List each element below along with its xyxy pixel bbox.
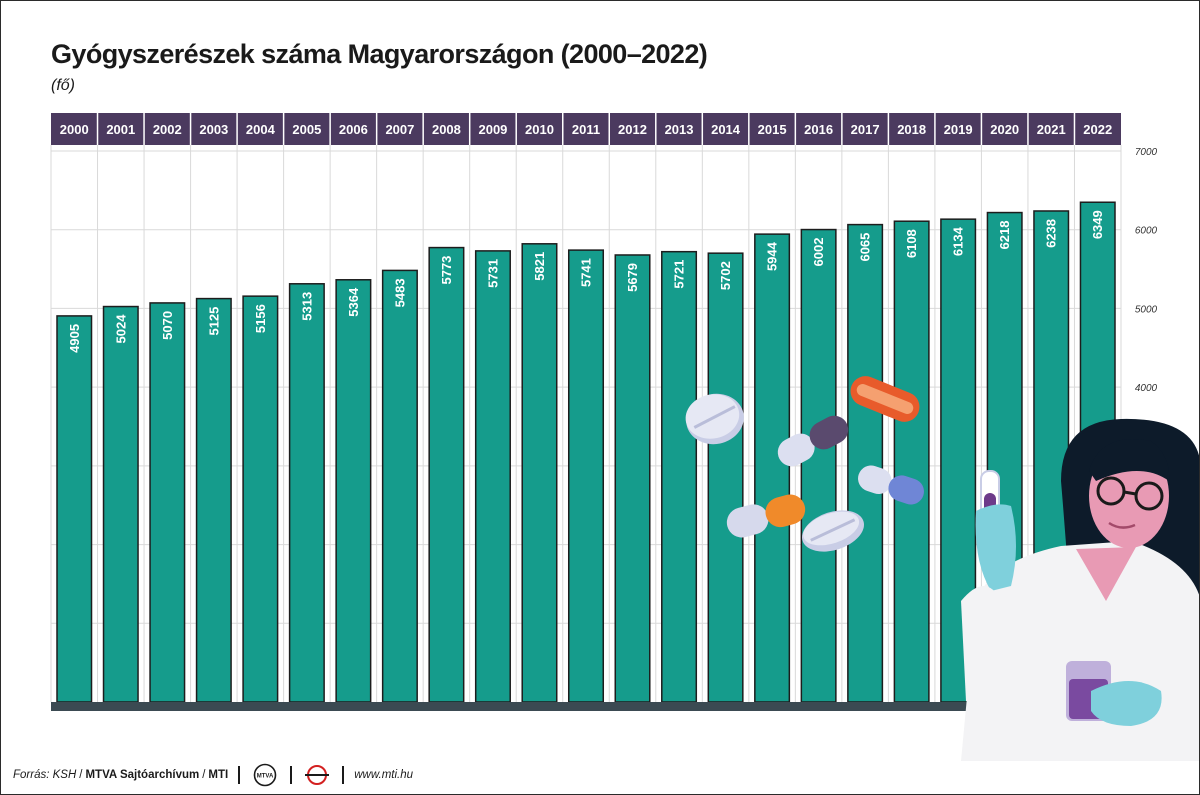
- bar: [102, 305, 139, 703]
- y-tick-label: 6000: [1135, 226, 1158, 237]
- bar-value-label: 6349: [1090, 210, 1105, 239]
- y-tick-label: 5000: [1135, 304, 1158, 315]
- bar: [381, 269, 418, 703]
- capsule-icon: [858, 465, 924, 505]
- bar-value-label: 5024: [113, 314, 128, 344]
- bar: [428, 246, 465, 703]
- year-label: 2007: [385, 122, 414, 137]
- website-label: www.mti.hu: [354, 769, 414, 781]
- year-label: 2020: [990, 122, 1019, 137]
- year-label: 2010: [525, 122, 554, 137]
- mtva-logo-text: MTVA: [257, 774, 274, 780]
- footer-divider: [238, 766, 241, 784]
- year-label: 2015: [758, 122, 787, 137]
- year-label: 2018: [897, 122, 926, 137]
- bar-value-label: 5741: [579, 258, 594, 287]
- bar: [567, 249, 605, 703]
- bar-value-label: 6108: [904, 229, 919, 258]
- bar: [800, 228, 837, 703]
- bar-value-label: 5773: [439, 256, 454, 285]
- y-axis-ticks: 4000 5000 6000 7000: [1135, 147, 1158, 394]
- footer: Forrás: KSH / MTVA Sajtóarchívum / MTI M…: [13, 763, 413, 787]
- unit-label: (fő): [51, 77, 75, 94]
- bar-chart: 2000 2001 2002 2003 2004 2005 2006 2007 2008 2009…: [50, 113, 1199, 761]
- bar-value-label: 6002: [811, 238, 826, 267]
- bar-value-label: 5070: [160, 311, 175, 340]
- year-label: 2021: [1037, 122, 1066, 137]
- y-tick-label: 4000: [1135, 383, 1158, 394]
- bar-value-label: 6218: [997, 221, 1012, 250]
- year-label: 2011: [572, 122, 600, 137]
- chart-title: Gyógyszerészek száma Magyarországon (200…: [51, 39, 708, 69]
- source-label: Forrás: KSH: [13, 769, 77, 781]
- footer-divider: [342, 766, 345, 784]
- bar-value-label: 5721: [672, 260, 687, 289]
- bar-value-label: 5156: [253, 304, 268, 333]
- bar-value-label: 5313: [299, 292, 314, 321]
- bar-value-label: 5125: [206, 307, 221, 336]
- y-tick-label: 7000: [1135, 147, 1158, 158]
- bar-value-label: 6065: [858, 233, 873, 262]
- year-label: 2002: [153, 122, 182, 137]
- bar: [242, 295, 279, 703]
- bar-value-label: 5483: [392, 278, 407, 307]
- year-label: 2008: [432, 122, 461, 137]
- year-header-band: [51, 113, 1121, 145]
- year-label: 2001: [106, 122, 135, 137]
- bar-value-label: 6134: [951, 226, 966, 256]
- baseline: [51, 702, 1121, 711]
- bar-value-label: 5364: [346, 287, 361, 317]
- bar-value-label: 6238: [1044, 219, 1059, 248]
- year-label: 2009: [478, 122, 507, 137]
- bar: [56, 315, 93, 703]
- year-label: 2017: [851, 122, 880, 137]
- year-label: 2005: [292, 122, 321, 137]
- year-header: 2000 2001 2002 2003 2004 2005 2006 2007 2008 2009…: [51, 113, 1121, 145]
- bar-value-label: 5944: [765, 241, 780, 271]
- bar: [288, 283, 325, 703]
- year-label: 2019: [944, 122, 973, 137]
- year-label: 2022: [1083, 122, 1112, 137]
- bar: [893, 220, 930, 703]
- mti-logo-icon: [305, 765, 330, 785]
- year-label: 2000: [60, 122, 89, 137]
- mtva-logo-icon: MTVA: [253, 763, 277, 787]
- bar-value-label: 5679: [625, 263, 640, 292]
- bar: [614, 254, 651, 703]
- pill-illustration: [685, 376, 924, 552]
- capsule-icon: [726, 494, 806, 538]
- agency-label: MTI: [208, 769, 229, 781]
- year-label: 2003: [199, 122, 228, 137]
- bars: 4905 5024 5070 5125 5156 5313 5364 5483 5773 5731…: [56, 201, 1116, 703]
- pharmacist-illustration: [961, 418, 1199, 761]
- bar: [661, 250, 698, 703]
- archive-label: MTVA Sajtóarchívum: [85, 769, 200, 781]
- bar-value-label: 5731: [485, 259, 500, 288]
- year-label: 2016: [804, 122, 833, 137]
- bar: [847, 223, 884, 703]
- bar: [754, 233, 791, 703]
- bar: [335, 279, 372, 703]
- bar-value-label: 4905: [67, 324, 82, 353]
- year-label: 2012: [618, 122, 647, 137]
- capsule-icon: [777, 415, 849, 467]
- bar: [474, 250, 511, 703]
- bar-value-label: 5702: [718, 261, 733, 290]
- capsule-icon: [850, 376, 920, 422]
- bar: [707, 252, 744, 703]
- year-label: 2014: [711, 122, 741, 137]
- source-slash: /: [202, 769, 206, 781]
- round-tablet-icon: [685, 393, 744, 445]
- bar: [149, 302, 186, 703]
- year-label: 2013: [665, 122, 694, 137]
- round-tablet-icon: [802, 510, 864, 552]
- year-label: 2006: [339, 122, 368, 137]
- bar: [521, 243, 558, 703]
- source-slash: /: [79, 769, 83, 781]
- footer-divider: [290, 766, 293, 784]
- bar-value-label: 5821: [532, 252, 547, 281]
- year-label: 2004: [246, 122, 276, 137]
- bar: [195, 297, 232, 703]
